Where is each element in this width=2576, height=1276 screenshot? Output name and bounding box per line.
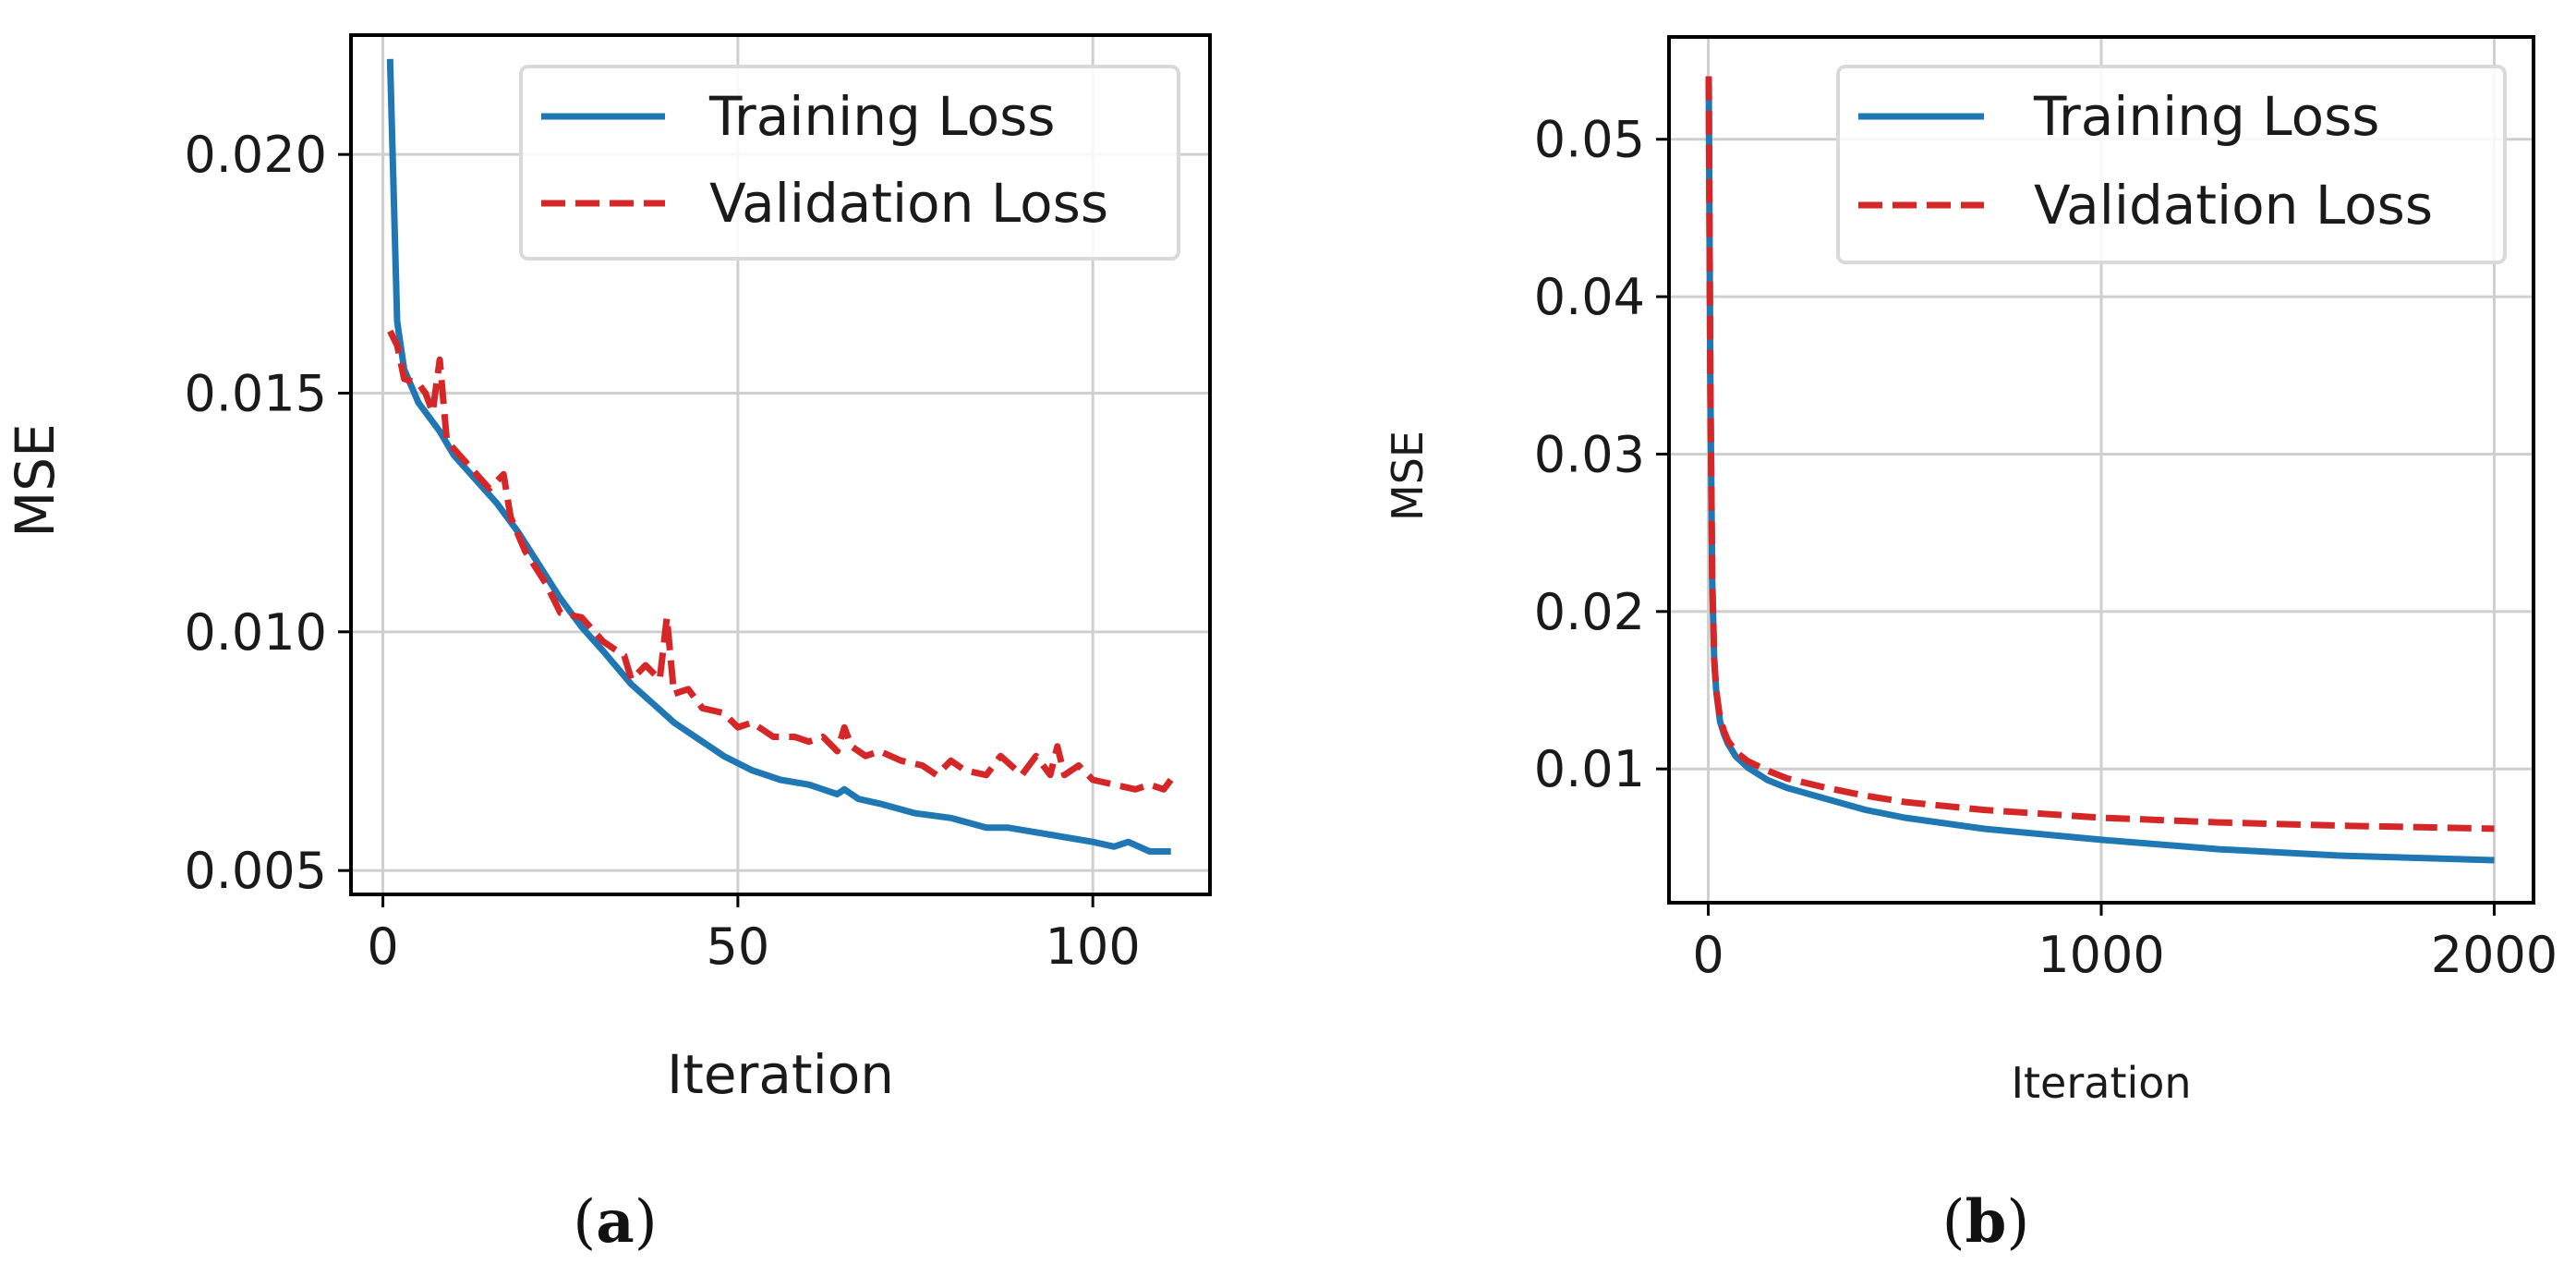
series-line-validation-loss (1705, 76, 2495, 832)
x-tick-label: 0 (367, 918, 398, 976)
y-tick-label: 0.03 (1534, 425, 1645, 483)
series-line-validation-loss (387, 329, 1174, 793)
legend-box (1836, 65, 2507, 264)
legend-label: Validation Loss (2034, 174, 2433, 237)
y-tick-label: 0.04 (1534, 268, 1645, 326)
panel-label: (a) (573, 1187, 657, 1257)
x-tick-label: 50 (707, 918, 770, 976)
y-tick-label: 0.05 (1534, 111, 1645, 169)
x-tick-label: 0 (1692, 926, 1723, 984)
legend-label: Training Loss (708, 85, 1056, 148)
legend-label: Validation Loss (709, 172, 1108, 235)
x-tick-label: 2000 (2431, 926, 2558, 984)
y-tick-label: 0.020 (184, 126, 327, 184)
x-axis-label: Iteration (2011, 1058, 2191, 1108)
x-tick-label: 1000 (2038, 926, 2164, 984)
panel-label: (b) (1942, 1187, 2030, 1257)
y-tick-label: 0.015 (184, 365, 327, 423)
legend-box (519, 65, 1180, 261)
legend-label: Training Loss (2033, 85, 2380, 148)
y-tick-label: 0.02 (1534, 583, 1645, 641)
chart-panel-b: 0 1000 2000 0.01 0.02 0.03 0.04 0.05 Iteration MS… (1383, 35, 2558, 1257)
y-axis-label: MSE (4, 423, 67, 538)
y-tick-label: 0.005 (184, 842, 327, 900)
y-tick-label: 0.01 (1534, 740, 1645, 798)
x-tick-label: 100 (1046, 918, 1141, 976)
axes-frame (349, 33, 1212, 896)
series-line-training-loss (386, 58, 1171, 855)
legend: Training Loss Validation Loss (519, 65, 1180, 261)
y-axis-label: MSE (1383, 431, 1433, 521)
legend: Training Loss Validation Loss (1836, 65, 2507, 264)
y-tick-label: 0.010 (184, 603, 327, 662)
chart-panel-a: 0 50 100 0.005 0.010 0.015 0.020 Iteration MSE Tr… (4, 33, 1212, 1257)
x-axis-label: Iteration (667, 1043, 894, 1106)
